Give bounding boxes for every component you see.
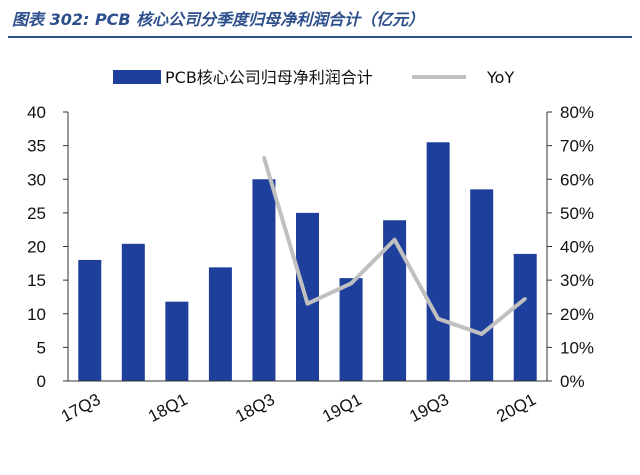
bar-19Q2: [383, 220, 407, 381]
left-tick-label: 15: [27, 271, 46, 290]
x-tick-label: 19Q1: [319, 390, 365, 426]
yoy-point-19Q3: [436, 317, 440, 321]
bar-19Q1: [339, 278, 363, 381]
bar-20Q1: [513, 253, 537, 381]
x-tick-label: 18Q3: [232, 390, 278, 426]
bar-series: [78, 142, 537, 381]
x-tick-label: 20Q1: [493, 390, 539, 426]
left-tick-label: 10: [27, 305, 46, 324]
yoy-point-19Q2: [393, 238, 397, 242]
left-tick-label: 20: [27, 238, 46, 257]
left-tick-label: 30: [27, 170, 46, 189]
left-tick-label: 35: [27, 137, 46, 156]
yoy-point-18Q3: [262, 155, 266, 159]
yoy-point-19Q4: [480, 332, 484, 336]
right-tick-label: 50%: [560, 204, 594, 223]
bar-17Q4: [121, 243, 145, 381]
figure-title: 图表 302: PCB 核心公司分季度归母净利润合计（亿元）: [12, 10, 425, 29]
right-tick-label: 60%: [560, 170, 594, 189]
yoy-line-series: [262, 155, 527, 336]
bar-18Q3: [252, 179, 276, 381]
right-tick-label: 30%: [560, 271, 594, 290]
bar-17Q3: [78, 259, 102, 381]
right-tick-label: 0%: [560, 372, 585, 391]
right-tick-label: 70%: [560, 137, 594, 156]
x-tick-label: 17Q3: [58, 390, 104, 426]
left-tick-label: 0: [37, 372, 46, 391]
bar-19Q3: [426, 142, 450, 381]
right-axis-ticks: 0% 10% 20% 30% 40% 50% 60% 70% 80%: [547, 103, 594, 391]
right-tick-label: 80%: [560, 103, 594, 122]
left-axis-ticks: 0 5 10 15 20 25 30 35 40: [27, 103, 68, 391]
legend-line-label: YoY: [486, 68, 514, 87]
x-tick-label: 18Q1: [145, 390, 191, 426]
x-tick-label: 19Q3: [406, 390, 452, 426]
title-rule: [8, 36, 632, 38]
x-axis-ticks: 17Q3 18Q1 18Q3 19Q1 19Q3 20Q1: [58, 390, 539, 426]
bar-19Q4: [470, 189, 494, 381]
legend-bar-label: PCB核心公司归母净利润合计: [165, 68, 373, 87]
left-tick-label: 25: [27, 204, 46, 223]
legend-bar-swatch: [113, 70, 161, 84]
right-tick-label: 40%: [560, 238, 594, 257]
yoy-point-19Q1: [349, 281, 353, 285]
left-tick-label: 40: [27, 103, 46, 122]
yoy-point-20Q1: [523, 297, 527, 301]
bar-18Q2: [208, 267, 232, 381]
left-tick-label: 5: [37, 338, 46, 357]
right-tick-label: 20%: [560, 305, 594, 324]
right-tick-label: 10%: [560, 338, 594, 357]
yoy-point-18Q4: [306, 302, 309, 306]
legend: PCB核心公司归母净利润合计 YoY: [113, 68, 514, 87]
bar-18Q1: [165, 301, 189, 381]
